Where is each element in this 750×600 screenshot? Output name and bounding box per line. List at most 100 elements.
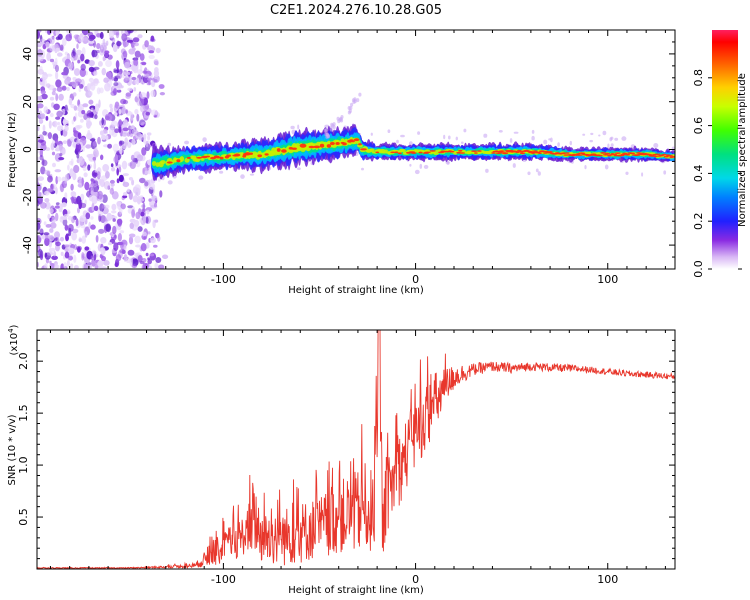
noise-speckle: [146, 82, 152, 86]
noise-speckle: [53, 251, 57, 257]
noise-speckle: [111, 166, 116, 172]
noise-speckle: [106, 212, 113, 221]
ridge-mark: [538, 152, 542, 154]
noise-speckle: [86, 110, 93, 119]
noise-speckle: [129, 222, 135, 229]
noise-speckle: [38, 118, 44, 123]
noise-speckle: [76, 138, 81, 145]
noise-speckle: [88, 90, 93, 97]
noise-speckle: [144, 40, 149, 48]
noise-speckle: [117, 219, 122, 227]
noise-speckle: [86, 261, 93, 269]
noise-speckle: [134, 108, 139, 115]
noise-speckle: [129, 218, 136, 223]
noise-speckle: [112, 43, 118, 53]
noise-speckle: [81, 30, 89, 36]
noise-speckle: [134, 235, 141, 244]
scatter-speckle: [423, 164, 429, 169]
noise-speckle: [100, 237, 107, 244]
noise-speckle: [53, 120, 58, 128]
noise-speckle: [129, 161, 136, 169]
noise-speckle: [127, 141, 132, 148]
ridge-mark: [351, 140, 355, 143]
noise-speckle: [70, 183, 74, 191]
scatter-speckle: [598, 134, 601, 137]
noise-speckle: [51, 139, 56, 147]
noise-speckle: [100, 266, 107, 269]
noise-speckle: [150, 35, 155, 42]
colorbar-tick-label: 0.6: [692, 117, 705, 135]
scatter-speckle: [297, 167, 301, 170]
scatter-speckle: [641, 172, 644, 177]
noise-speckle: [120, 203, 126, 210]
noise-speckle: [104, 115, 110, 121]
noise-speckle: [129, 75, 133, 84]
noise-speckle: [148, 198, 152, 202]
noise-speckle: [75, 142, 82, 152]
noise-speckle: [55, 116, 61, 120]
noise-speckle: [136, 195, 141, 205]
streak-speckle: [350, 102, 354, 107]
scatter-speckle: [498, 130, 503, 133]
noise-speckle: [70, 263, 74, 269]
ridge-mark: [433, 151, 439, 155]
noise-speckle: [42, 72, 48, 80]
noise-speckle: [97, 210, 104, 216]
noise-speckle: [71, 231, 77, 241]
noise-speckle: [153, 79, 158, 83]
ridge-mark: [176, 159, 181, 163]
noise-speckle: [55, 202, 60, 206]
noise-speckle: [106, 40, 109, 46]
noise-speckle: [146, 209, 150, 215]
ridge-mark: [186, 156, 191, 159]
noise-speckle: [112, 143, 120, 152]
noise-speckle: [90, 224, 96, 230]
noise-speckle: [154, 262, 159, 269]
noise-speckle: [66, 87, 70, 91]
colorbar-ticks: 0.0 0.2 0.4 0.6 0.8: [692, 69, 742, 278]
noise-speckle: [122, 99, 129, 105]
noise-speckle: [111, 37, 116, 43]
noise-speckle: [97, 190, 103, 200]
ridge-mark: [576, 154, 583, 156]
scatter-speckle: [604, 164, 609, 170]
spectrogram-marks: [37, 30, 675, 269]
noise-speckle: [64, 192, 68, 199]
noise-speckle: [101, 134, 107, 140]
noise-speckle: [88, 99, 94, 105]
noise-speckle: [78, 87, 82, 93]
ridge-mark: [598, 154, 603, 157]
scatter-speckle: [219, 170, 224, 174]
noise-speckle: [64, 55, 71, 61]
ridge-mark: [520, 152, 526, 155]
noise-speckle: [64, 51, 68, 56]
noise-speckle: [124, 75, 131, 81]
noise-speckle: [123, 244, 127, 251]
spectrogram-axes: -100 0 100 -40 -20 0 20 40: [21, 30, 675, 286]
noise-speckle: [135, 244, 141, 248]
x-tick-label: -100: [211, 573, 236, 586]
noise-speckle: [76, 49, 82, 54]
noise-speckle: [99, 179, 105, 188]
ridge-mark: [219, 156, 224, 160]
noise-speckle: [41, 159, 48, 167]
ridge-mark: [565, 152, 570, 154]
noise-speckle: [55, 30, 60, 36]
ridge-mark: [357, 144, 363, 148]
noise-speckle: [109, 179, 115, 184]
noise-speckle: [139, 92, 147, 99]
noise-speckle: [64, 180, 67, 184]
scatter-speckle: [548, 138, 551, 141]
noise-speckle: [103, 218, 108, 222]
ridge-mark: [291, 147, 297, 150]
snr-xlabel: Height of straight line (km): [288, 585, 424, 596]
snr-frame: [36, 329, 676, 570]
noise-speckle: [55, 64, 59, 72]
ridge-mark: [562, 152, 567, 154]
streak-speckle: [347, 106, 351, 110]
noise-speckle: [98, 99, 101, 108]
noise-speckle: [71, 196, 75, 204]
noise-speckle: [54, 263, 59, 269]
noise-speckle: [53, 103, 60, 111]
noise-speckle: [60, 251, 64, 256]
